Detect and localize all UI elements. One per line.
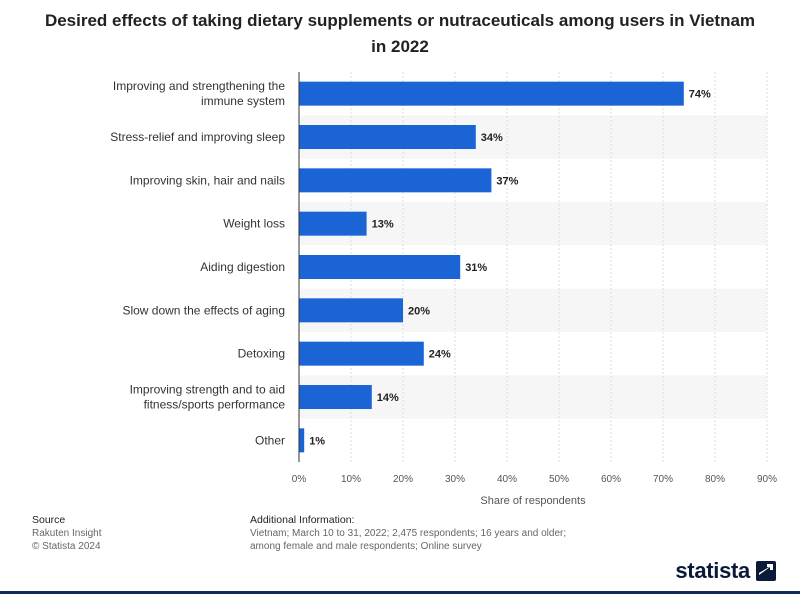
x-tick-label: 50% <box>549 474 569 485</box>
category-label: Improving skin, hair and nails <box>130 173 285 187</box>
category-label: Slow down the effects of aging <box>122 303 285 317</box>
data-label: 20% <box>408 305 430 317</box>
data-label: 24% <box>429 349 451 361</box>
data-label: 37% <box>496 175 518 187</box>
source-block: Source Rakuten Insight © Statista 2024 <box>32 514 102 553</box>
bar[interactable] <box>299 385 372 409</box>
category-label: Detoxing <box>238 347 285 361</box>
x-tick-label: 0% <box>292 474 307 485</box>
additional-info-block: Additional Information: Vietnam; March 1… <box>250 514 590 553</box>
x-tick-label: 40% <box>497 474 517 485</box>
x-tick-labels: 0% 10% 20% 30% 40% 50% 60% 70% 80% 90% <box>292 474 777 485</box>
x-tick-label: 60% <box>601 474 621 485</box>
category-label: Other <box>255 433 285 447</box>
data-label: 31% <box>465 262 487 274</box>
bar[interactable] <box>299 125 476 149</box>
x-tick-label: 90% <box>757 474 777 485</box>
source-line: Rakuten Insight <box>32 528 102 539</box>
info-line: Vietnam; March 10 to 31, 2022; 2,475 res… <box>250 528 567 539</box>
category-label: Weight loss <box>223 217 285 231</box>
data-label: 1% <box>309 435 325 447</box>
bar[interactable] <box>299 341 424 366</box>
bar[interactable] <box>299 81 684 106</box>
row-band <box>299 375 767 419</box>
data-label: 14% <box>377 392 399 404</box>
category-label: Improving and strengthening the immune sy… <box>113 79 285 108</box>
x-tick-label: 10% <box>341 474 361 485</box>
source-heading: Source <box>32 514 66 526</box>
logo-text: statista <box>675 558 750 583</box>
bar[interactable] <box>299 298 403 323</box>
category-label: Aiding digestion <box>200 260 285 274</box>
x-tick-label: 70% <box>653 474 673 485</box>
bar[interactable] <box>299 428 305 453</box>
category-label: Stress-relief and improving sleep <box>110 130 285 144</box>
bars <box>299 81 684 453</box>
row-bands <box>299 115 767 419</box>
copyright-line: © Statista 2024 <box>32 541 101 552</box>
row-band <box>299 202 767 246</box>
bar-chart: Improving and strengthening the immune sy… <box>110 72 777 507</box>
bottom-accent-bar <box>0 591 800 594</box>
x-tick-label: 30% <box>445 474 465 485</box>
bar[interactable] <box>299 168 492 193</box>
x-tick-label: 80% <box>705 474 725 485</box>
data-label: 74% <box>689 89 711 101</box>
x-axis-title: Share of respondents <box>480 495 586 507</box>
data-label: 13% <box>372 219 394 231</box>
info-heading: Additional Information: <box>250 514 355 526</box>
x-tick-label: 20% <box>393 474 413 485</box>
chart-title: Desired effects of taking dietary supple… <box>44 11 756 56</box>
data-label: 34% <box>481 132 503 144</box>
statista-logo-icon <box>756 561 776 581</box>
statista-logo[interactable]: statista <box>675 557 776 585</box>
bar[interactable] <box>299 211 367 236</box>
bar[interactable] <box>299 255 461 279</box>
info-line: among female and male respondents; Onlin… <box>250 541 482 552</box>
value-labels: 74% 34% 37% 13% 31% 20% 24% 14% 1% <box>309 89 711 448</box>
category-labels: Improving and strengthening the immune sy… <box>110 79 285 447</box>
category-label: Improving strength and to aid fitness/spo… <box>130 383 286 412</box>
